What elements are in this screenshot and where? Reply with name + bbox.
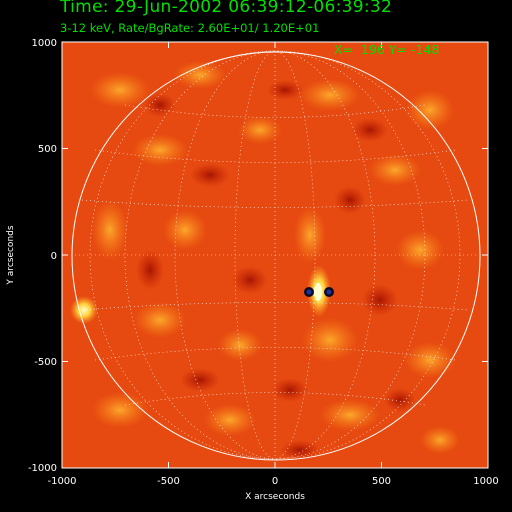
x-tick-label: 500 <box>372 476 391 487</box>
limb-source <box>70 296 98 324</box>
map-texture <box>90 61 460 460</box>
y-tick-label: -500 <box>34 357 57 368</box>
axis-ticks <box>61 41 489 469</box>
x-tick-label: -1000 <box>47 476 76 487</box>
x-tick-label: 1000 <box>473 476 498 487</box>
flare-source <box>304 265 334 317</box>
y-tick-label: 1000 <box>32 38 57 49</box>
y-tick-label: 500 <box>38 144 57 155</box>
observation-time-title: Time: 29-Jun-2002 06:39:12-06:39:32 <box>60 0 393 17</box>
x-tick-label: -500 <box>157 476 180 487</box>
x-axis-label: X arcseconds <box>245 492 305 502</box>
heliographic-grid <box>71 50 479 460</box>
energy-rate-subtitle: 3-12 keV, Rate/BgRate: 2.60E+01/ 1.20E+0… <box>60 21 320 35</box>
cursor-coordinate-readout: X= 196 Y= -148 <box>334 42 440 57</box>
solar-limb <box>71 51 481 461</box>
y-tick-label: 0 <box>51 251 57 262</box>
y-axis-label: Y arcseconds <box>6 225 16 285</box>
y-tick-label: -1000 <box>28 463 57 474</box>
x-tick-label: 0 <box>272 476 278 487</box>
